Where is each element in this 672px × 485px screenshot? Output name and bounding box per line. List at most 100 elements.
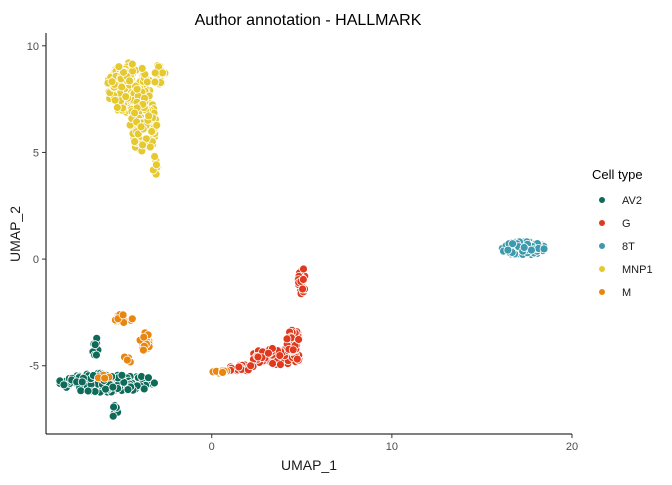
y-axis-title: UMAP_2 (7, 206, 23, 262)
x-tick-label: 20 (566, 441, 578, 453)
chart-title: Author annotation - HALLMARK (195, 12, 422, 29)
data-point (288, 345, 298, 355)
data-point (282, 334, 292, 344)
data-point (299, 264, 308, 274)
data-point (298, 284, 308, 294)
data-point (130, 108, 140, 118)
data-point (112, 103, 122, 112)
data-point (83, 386, 93, 396)
data-point (150, 68, 160, 78)
data-point (127, 314, 137, 324)
data-point (138, 140, 148, 150)
data-point (110, 95, 120, 105)
data-point (246, 361, 256, 371)
x-axis-title: UMAP_1 (281, 457, 337, 473)
data-point (539, 244, 549, 254)
legend-label: AV2 (622, 195, 642, 207)
data-point (275, 360, 285, 370)
data-point (121, 92, 131, 101)
data-point (92, 350, 101, 360)
x-tick-label: 10 (386, 441, 398, 453)
y-tick-label: 0 (33, 254, 39, 266)
data-point (527, 245, 536, 255)
data-point (253, 352, 263, 362)
data-point (151, 160, 161, 170)
data-point (503, 245, 513, 255)
data-point (127, 59, 137, 69)
data-point (122, 355, 132, 365)
data-point (292, 354, 302, 364)
legend-items: AV2 G 8T MNP1 M (599, 195, 653, 299)
data-point (137, 64, 147, 73)
data-point (145, 142, 155, 152)
data-point (143, 373, 153, 383)
series-mnp1 (103, 58, 170, 179)
x-tick-label: 0 (209, 441, 215, 453)
data-point (149, 378, 159, 388)
points-layer (55, 58, 549, 421)
data-point (268, 359, 278, 368)
data-point (117, 82, 127, 92)
legend: Cell type AV2 G 8T MNP1 M (592, 167, 653, 299)
data-point (152, 120, 162, 130)
data-point (218, 367, 228, 377)
data-point (150, 77, 160, 87)
axes-layer (45, 33, 572, 435)
data-point (132, 84, 142, 94)
series-m (94, 309, 232, 383)
data-point (234, 362, 244, 372)
y-tick-label: -5 (29, 361, 39, 373)
data-point (136, 122, 146, 132)
y-tick-label: 10 (27, 41, 39, 53)
series-8t (497, 237, 549, 259)
data-point (138, 345, 148, 355)
legend-item-m: M (599, 287, 631, 299)
data-point (109, 402, 118, 412)
data-point (142, 77, 152, 87)
data-point (158, 68, 167, 78)
data-point (298, 275, 308, 284)
data-point (77, 377, 87, 387)
data-point (76, 386, 86, 396)
data-point (123, 385, 133, 395)
data-point (147, 127, 157, 136)
data-point (130, 137, 140, 147)
legend-label: G (622, 218, 631, 230)
data-point (275, 351, 285, 361)
legend-swatch (599, 266, 605, 272)
legend-swatch (599, 289, 605, 295)
legend-item-8t: 8T (599, 241, 635, 253)
series-g (225, 264, 310, 376)
legend-swatch (599, 220, 605, 226)
data-point (59, 380, 69, 390)
legend-label: 8T (622, 241, 635, 253)
ticks-layer: 0 10 20 -5 0 5 10 (27, 41, 578, 453)
data-point (90, 340, 100, 350)
data-point (108, 382, 118, 392)
data-point (119, 67, 128, 77)
legend-swatch (599, 197, 605, 203)
data-point (508, 239, 517, 249)
data-point (107, 77, 117, 87)
data-point (139, 332, 149, 342)
data-point (108, 411, 118, 421)
data-point (100, 373, 110, 383)
data-point (519, 243, 529, 252)
data-point (101, 384, 110, 394)
legend-item-av2: AV2 (599, 195, 642, 207)
data-point (117, 370, 127, 380)
y-tick-label: 5 (33, 147, 39, 159)
data-point (114, 62, 124, 72)
data-point (263, 348, 273, 358)
data-point (125, 76, 135, 86)
data-point (118, 310, 128, 320)
legend-item-mnp1: MNP1 (599, 264, 653, 276)
data-point (294, 335, 304, 344)
data-point (144, 111, 154, 121)
legend-swatch (599, 243, 605, 249)
legend-item-g: G (599, 218, 631, 230)
legend-title: Cell type (592, 167, 643, 182)
legend-label: MNP1 (622, 264, 653, 276)
